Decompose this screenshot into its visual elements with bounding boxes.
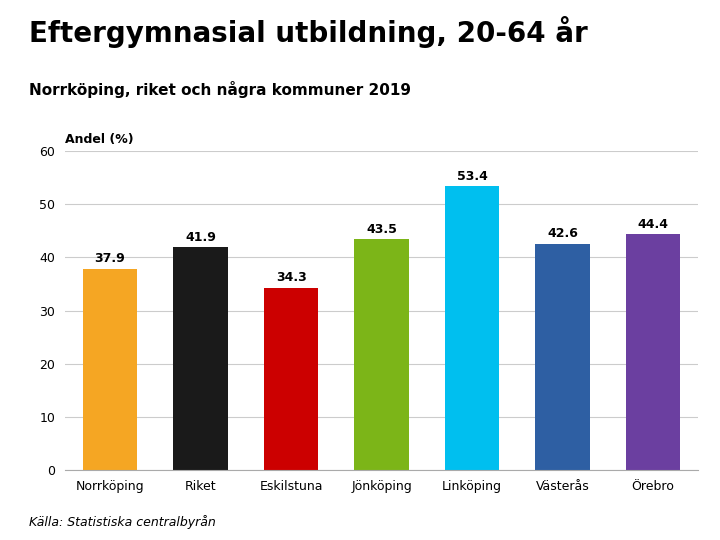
Bar — [83, 268, 138, 470]
Text: 34.3: 34.3 — [276, 272, 307, 285]
Text: 37.9: 37.9 — [95, 252, 125, 265]
Text: 53.4: 53.4 — [456, 170, 487, 183]
Text: Källa: Statistiska centralbyrån: Källa: Statistiska centralbyrån — [29, 515, 215, 529]
Bar — [536, 244, 590, 470]
Text: Eftergymnasial utbildning, 20-64 år: Eftergymnasial utbildning, 20-64 år — [29, 16, 588, 48]
Bar — [264, 288, 318, 470]
Text: 41.9: 41.9 — [185, 231, 216, 244]
Bar — [626, 234, 680, 470]
Bar — [445, 186, 499, 470]
Bar — [354, 239, 409, 470]
Text: Norrköping, riket och några kommuner 2019: Norrköping, riket och några kommuner 201… — [29, 81, 411, 98]
Text: 42.6: 42.6 — [547, 227, 578, 240]
Bar — [174, 247, 228, 470]
Text: 43.5: 43.5 — [366, 222, 397, 235]
Text: 44.4: 44.4 — [638, 218, 669, 231]
Text: Andel (%): Andel (%) — [65, 133, 133, 146]
